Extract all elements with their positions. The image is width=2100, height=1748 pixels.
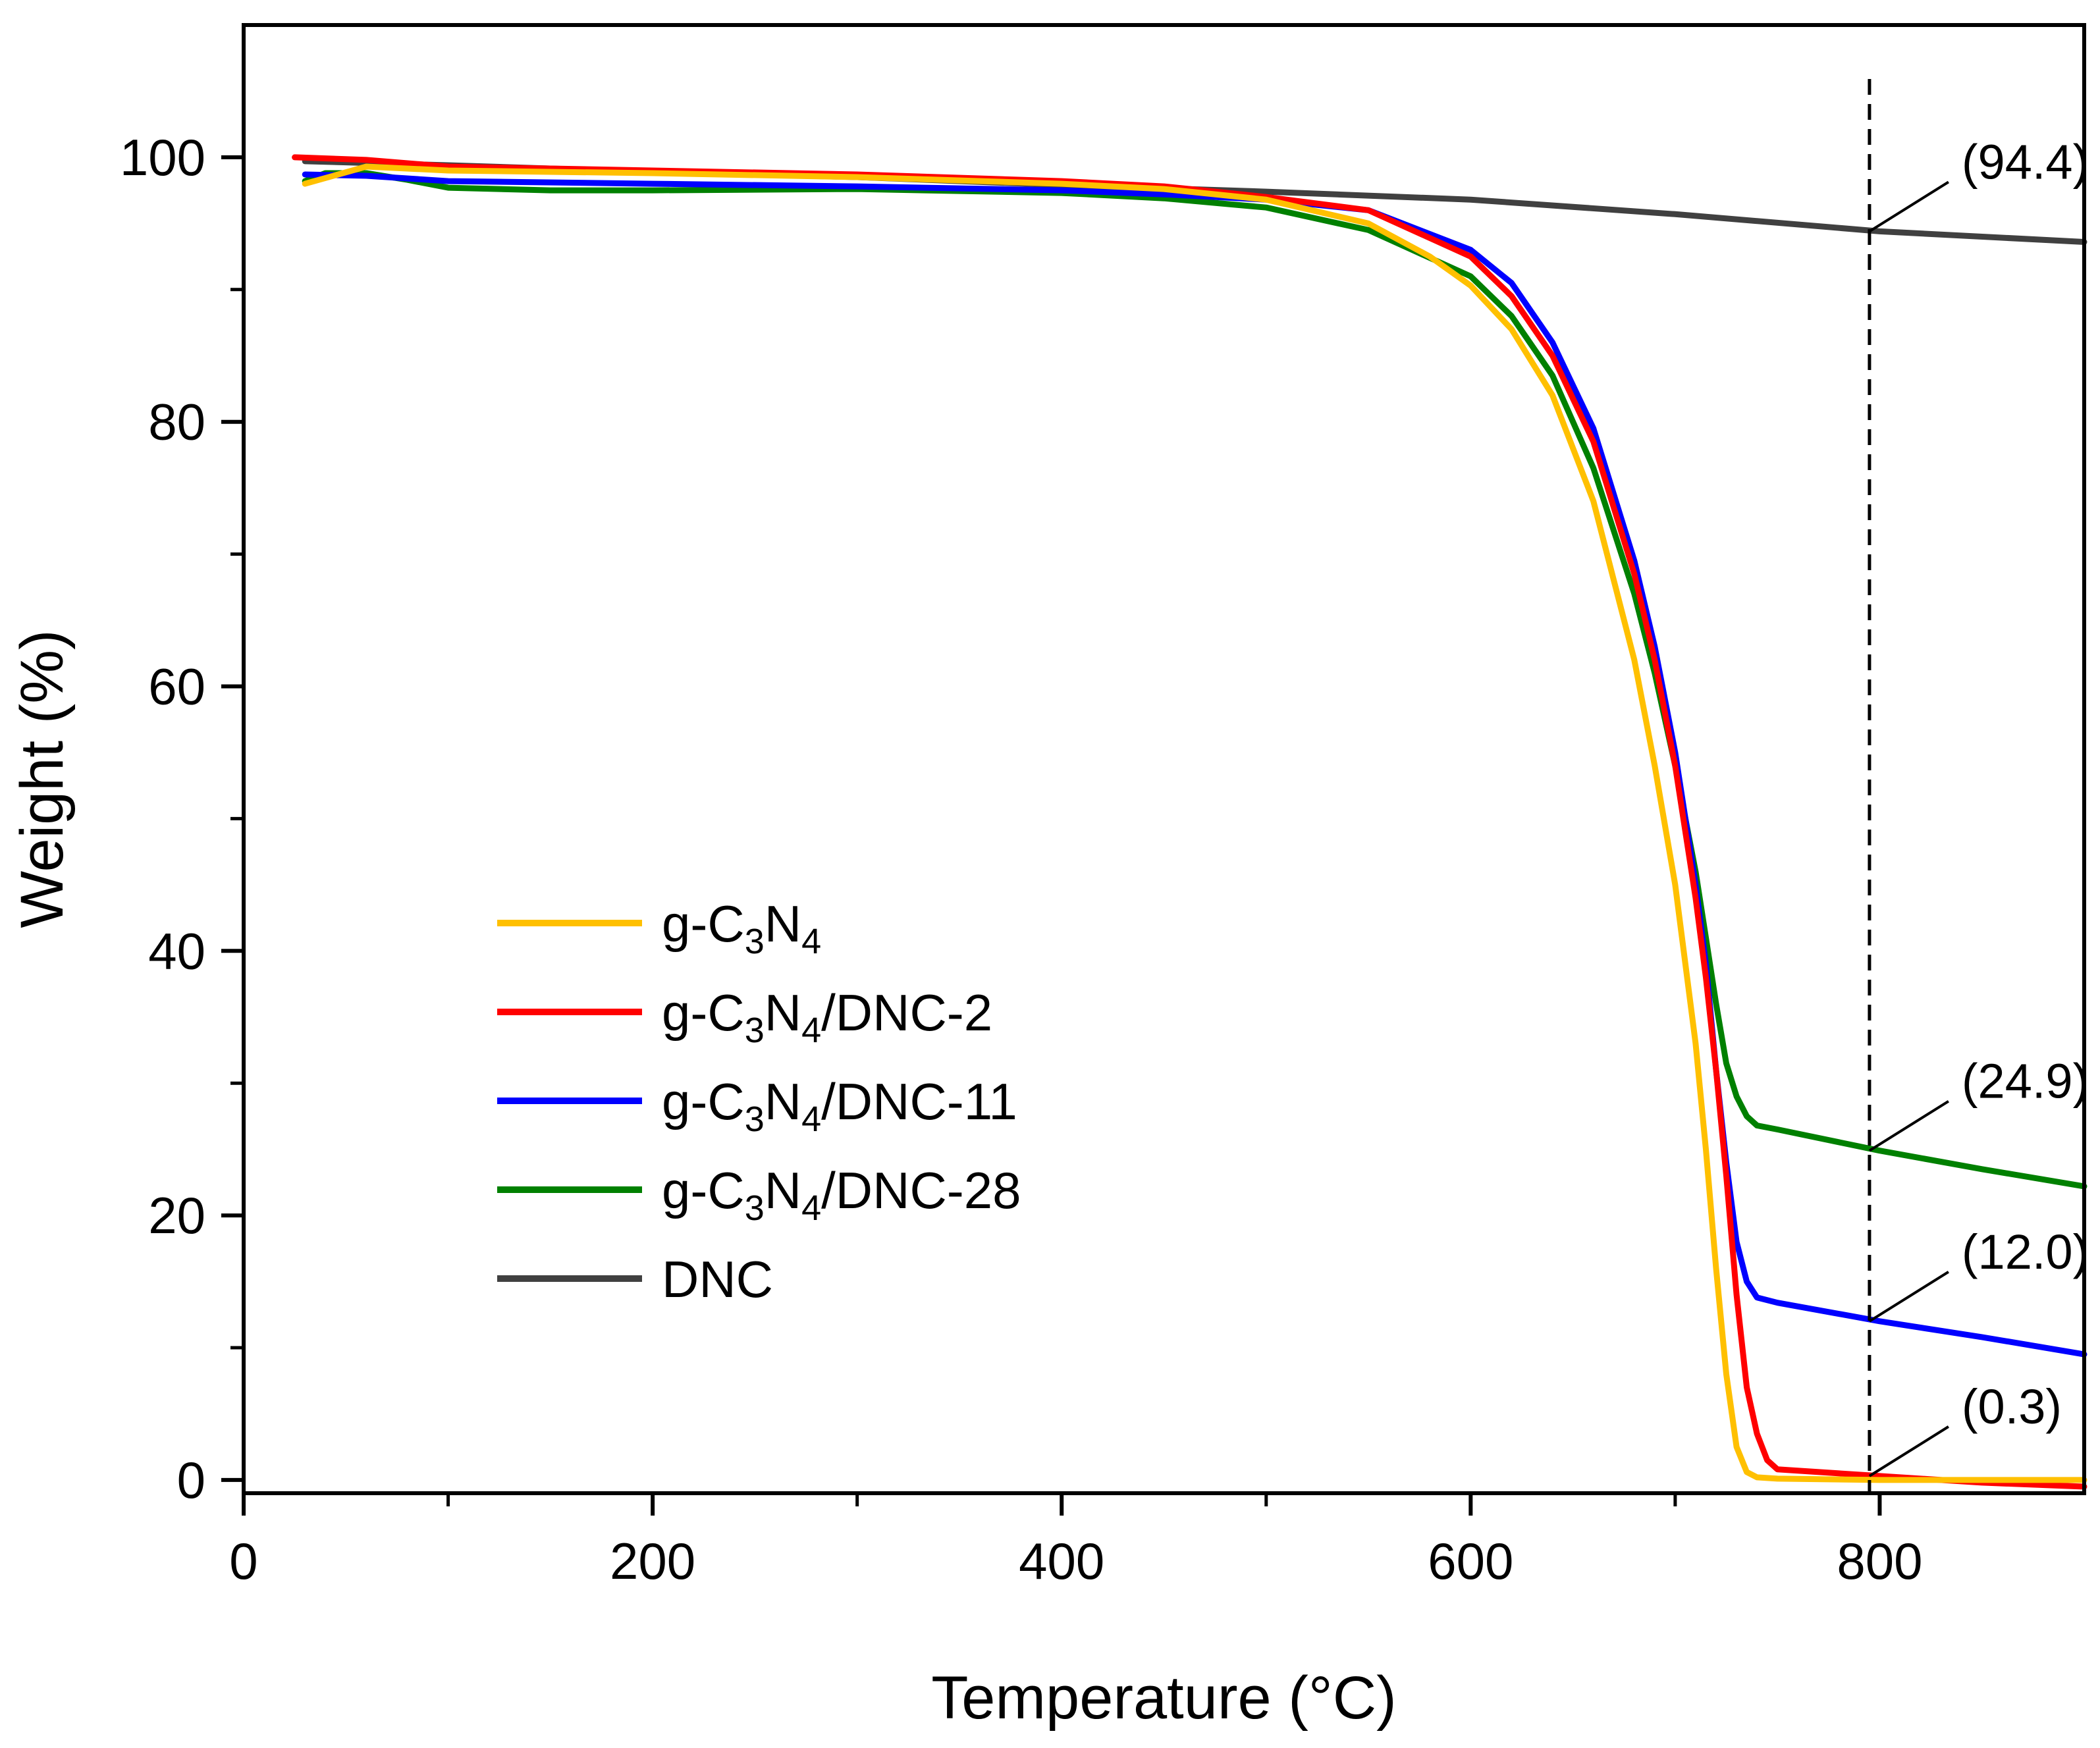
axis-ticks-layer: 0 200 400 600 800 0 20 40 60 80 100 [120, 128, 1923, 1590]
series-line-g-C3N4 [302, 163, 2087, 1483]
legend-label: g-C3N4 [662, 895, 821, 961]
x-tick-label: 400 [1019, 1532, 1104, 1590]
legend: g-C3N4 g-C3N4/DNC-2 g-C3N4/DNC-11 g-C3N4/DN… [497, 895, 1021, 1308]
series-line-g-C3N4/DNC-2 [292, 154, 2087, 1490]
annotations-layer: (94.4) (24.9) (12.0) (0.3) [1868, 134, 2089, 1477]
annotation-label: (12.0) [1962, 1225, 2089, 1279]
x-axis-title: Temperature (°C) [931, 1664, 1397, 1732]
y-axis-title: Weight (%) [9, 629, 76, 928]
legend-label: g-C3N4/DNC-28 [662, 1161, 1021, 1228]
annotation-label: (94.4) [1962, 134, 2089, 189]
annotation-leader-line [1868, 180, 1949, 233]
y-tick-label: 60 [148, 658, 205, 716]
annotation-leader-line [1868, 1425, 1949, 1477]
y-tick-label: 0 [177, 1451, 205, 1509]
y-tick-label: 80 [148, 393, 205, 451]
y-tick-label: 20 [148, 1186, 205, 1244]
legend-label: DNC [662, 1250, 773, 1308]
legend-label: g-C3N4/DNC-11 [662, 1073, 1017, 1139]
legend-label: g-C3N4/DNC-2 [662, 984, 992, 1050]
y-tick-label: 40 [148, 922, 205, 980]
series-line-g-C3N4/DNC-28 [302, 170, 2087, 1190]
series-line-g-C3N4/DNC-11 [302, 171, 2087, 1358]
x-tick-label: 200 [610, 1532, 695, 1590]
annotation-leader-line [1868, 1271, 1949, 1323]
x-tick-label: 0 [229, 1532, 257, 1590]
annotation-label: (24.9) [1962, 1054, 2089, 1109]
x-tick-label: 600 [1428, 1532, 1513, 1590]
annotation-label: (0.3) [1962, 1379, 2062, 1434]
y-tick-label: 100 [120, 128, 205, 186]
series-lines-layer [292, 154, 2087, 1490]
annotation-leader-line [1868, 1099, 1949, 1152]
x-tick-label: 800 [1837, 1532, 1922, 1590]
plot-frame [242, 23, 2086, 1495]
